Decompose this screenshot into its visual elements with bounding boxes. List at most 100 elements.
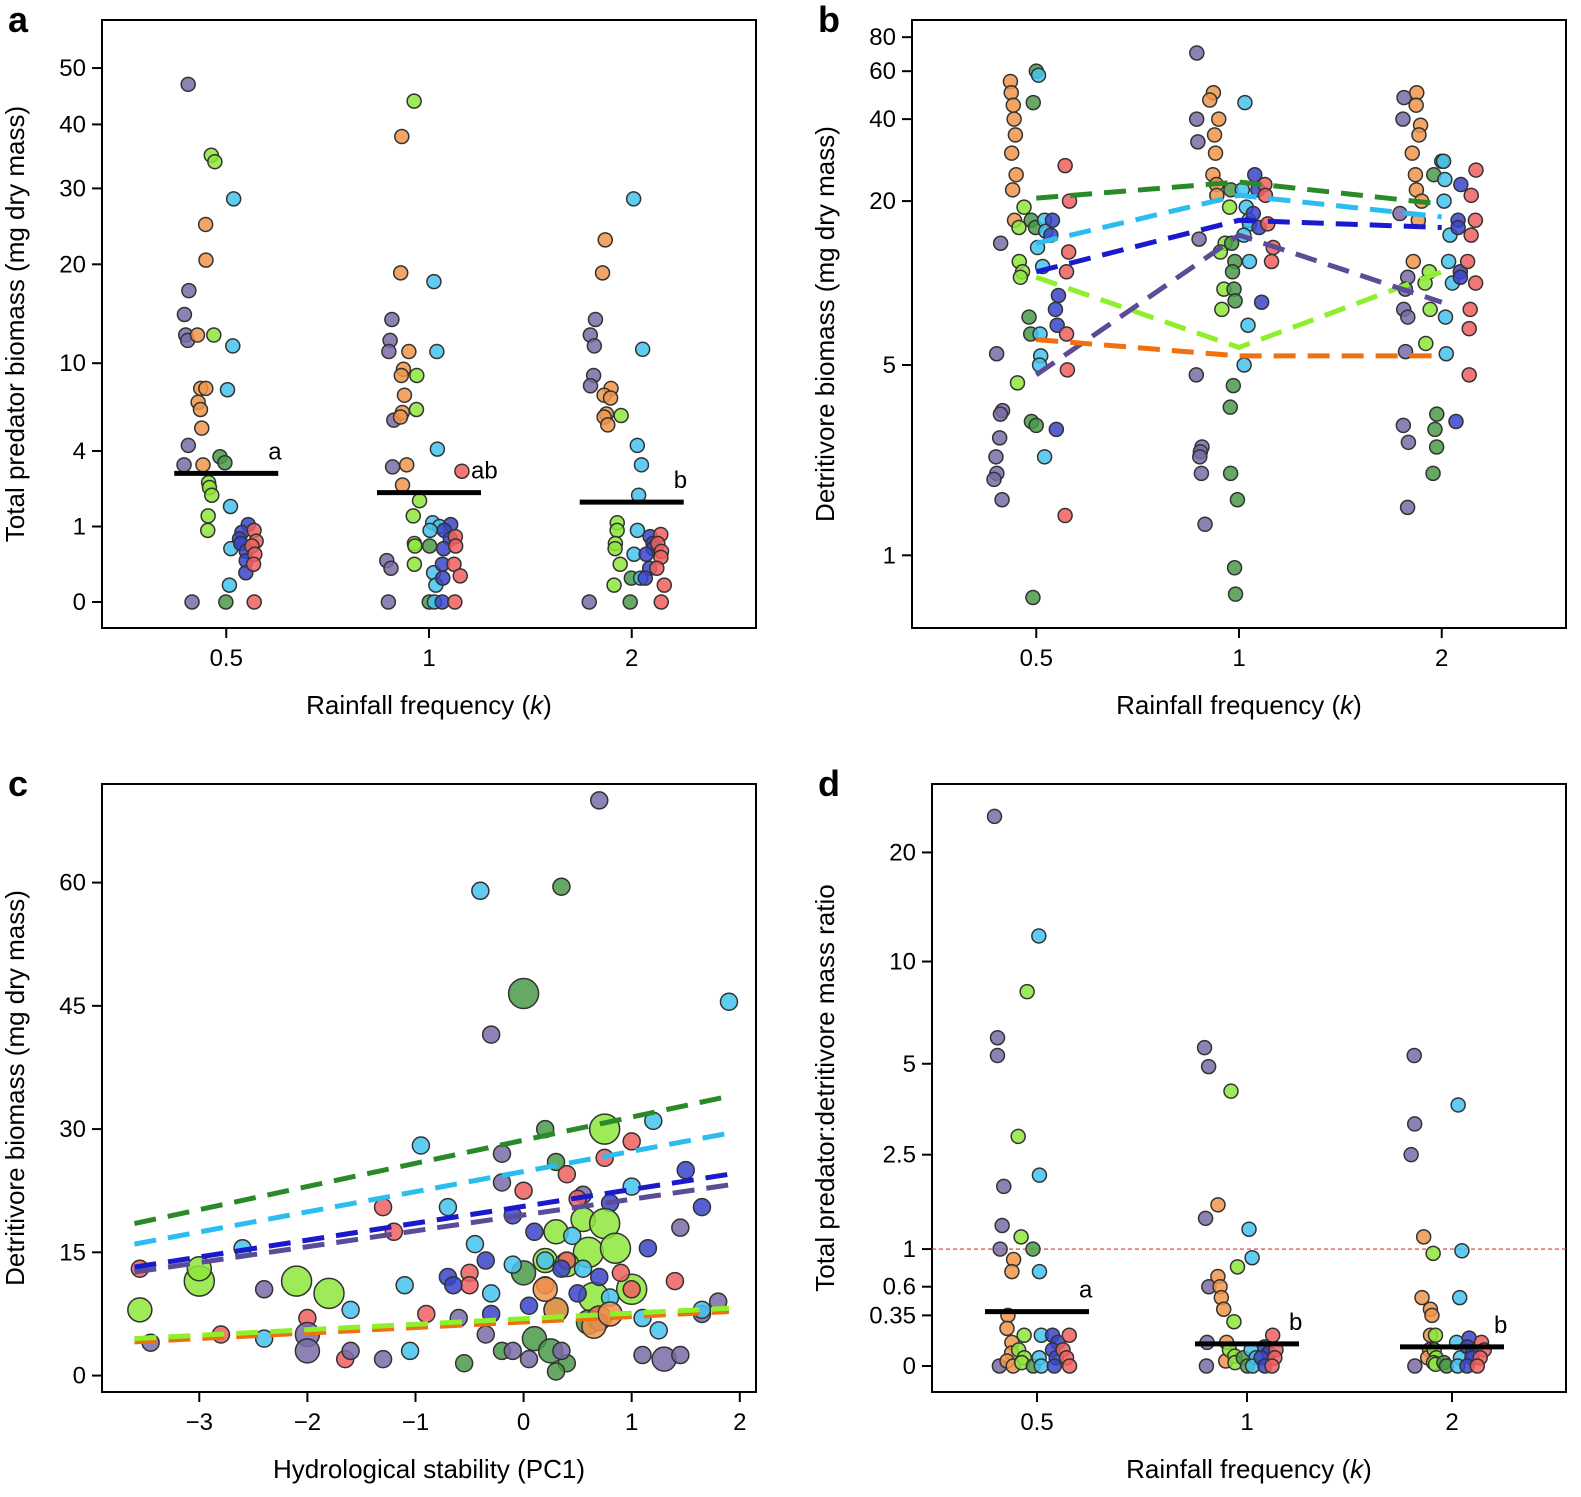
data-point-cyan — [625, 191, 642, 207]
data-point-green — [622, 594, 638, 610]
data-point-purple — [994, 491, 1010, 508]
data-point-cyan — [422, 522, 438, 539]
data-point-blue — [692, 1197, 712, 1217]
data-point-red — [653, 594, 670, 610]
x-tick-label: 1 — [422, 645, 435, 672]
data-point-purple — [180, 76, 196, 93]
data-point-lime — [127, 1297, 153, 1323]
data-point-purple — [519, 1349, 539, 1369]
data-point-purple — [384, 459, 401, 475]
x-axis-label-end: ) — [543, 690, 552, 720]
data-point-cyan — [1451, 1289, 1468, 1306]
data-point-orange — [1007, 127, 1024, 143]
data-point-purple — [992, 235, 1009, 252]
data-point-orange — [1414, 1289, 1430, 1306]
data-point-blue — [444, 1275, 463, 1295]
data-point-green — [1225, 377, 1242, 394]
data-point-purple — [992, 406, 1009, 422]
data-point-orange — [198, 252, 214, 268]
data-point-purple — [1395, 417, 1412, 434]
data-point-purple — [587, 311, 604, 328]
data-point-red — [1469, 1358, 1486, 1374]
data-point-purple — [1406, 1047, 1422, 1064]
data-point-cyan — [562, 1226, 582, 1246]
data-point-red — [1057, 157, 1073, 174]
data-point-cyan — [254, 1329, 274, 1348]
data-point-purple — [582, 378, 599, 394]
data-point-red — [452, 568, 468, 584]
data-point-red — [1059, 362, 1076, 378]
data-point-blue — [1253, 294, 1270, 311]
data-point-orange — [1207, 145, 1224, 161]
data-point-lime — [1226, 1313, 1242, 1330]
data-point-purple — [1200, 1058, 1217, 1075]
data-point-blue — [638, 546, 654, 562]
data-point-orange — [1008, 166, 1024, 183]
data-point-red — [611, 1263, 631, 1283]
y-tick-label: 15 — [59, 1239, 86, 1266]
x-axis-label-italic: k — [1350, 1454, 1365, 1484]
y-tick-label: 10 — [59, 350, 86, 377]
data-point-orange — [532, 1276, 558, 1303]
y-tick-label: 40 — [869, 106, 896, 133]
data-point-orange — [394, 477, 411, 493]
data-point-cyan — [225, 191, 242, 207]
y-tick-label: 2.5 — [883, 1142, 916, 1169]
data-point-green — [1425, 465, 1441, 482]
data-point-green — [1227, 293, 1243, 309]
significance-letter: a — [1079, 1277, 1093, 1304]
x-axis-label-end: ) — [1353, 690, 1362, 720]
data-point-cyan — [221, 577, 238, 593]
data-point-purple — [181, 282, 197, 299]
data-point-lime — [1016, 1327, 1032, 1343]
data-point-red — [1057, 507, 1073, 524]
y-axis-label-d: Total predator:detritivore mass ratio — [810, 884, 840, 1292]
data-point-red — [656, 577, 673, 593]
data-point-cyan — [649, 1321, 668, 1340]
data-point-purple — [1189, 45, 1205, 61]
data-point-cyan — [438, 1197, 458, 1217]
data-point-cyan — [1450, 1097, 1466, 1113]
data-point-red — [447, 538, 464, 554]
data-point-cyan — [1030, 67, 1047, 83]
data-point-purple — [1397, 343, 1414, 360]
data-point-purple — [989, 1030, 1006, 1046]
data-point-cyan — [1435, 153, 1452, 170]
data-point-cyan — [1237, 94, 1253, 111]
data-point-lime — [1221, 199, 1238, 215]
data-point-purple — [986, 471, 1002, 488]
data-point-purple — [254, 1280, 274, 1299]
data-point-cyan — [1438, 345, 1455, 362]
data-point-red — [1060, 244, 1077, 260]
data-point-blue — [476, 1251, 496, 1270]
data-point-blue — [1047, 301, 1064, 318]
data-point-green — [546, 1362, 566, 1381]
data-point-blue — [435, 570, 451, 586]
y-tick-label: 0.35 — [869, 1302, 916, 1329]
trend-line-lime — [134, 1305, 730, 1342]
data-point-cyan — [1436, 193, 1452, 209]
data-point-blue — [1044, 212, 1061, 229]
y-tick-label: 80 — [869, 24, 896, 51]
data-point-blue — [525, 1222, 544, 1242]
data-point-purple — [1188, 111, 1205, 127]
data-point-orange — [1202, 92, 1218, 108]
y-tick-label: 30 — [59, 1116, 86, 1143]
data-point-green — [454, 1353, 474, 1373]
data-point-lime — [1013, 1229, 1029, 1245]
x-tick-label: 0.5 — [1020, 1409, 1053, 1436]
panel-d: d 0 0.350.6 1 2.5 5 10 20 0.5 1 2 Rainfall frequenc… — [810, 763, 1567, 1484]
data-point-orange — [1210, 1197, 1226, 1213]
data-point-blue — [552, 1259, 571, 1279]
data-point-orange — [1004, 1263, 1020, 1280]
data-point-lime — [280, 1265, 313, 1297]
x-axis-label-italic: k — [530, 690, 545, 720]
y-tick-label: 4 — [73, 438, 86, 465]
y-tick-label: 10 — [889, 949, 916, 976]
data-point-cyan — [629, 522, 646, 539]
data-point-purple — [294, 1338, 321, 1364]
x-tick-label: 2 — [625, 645, 638, 672]
y-tick-label: 0 — [903, 1353, 916, 1380]
data-point-red — [557, 1165, 577, 1184]
